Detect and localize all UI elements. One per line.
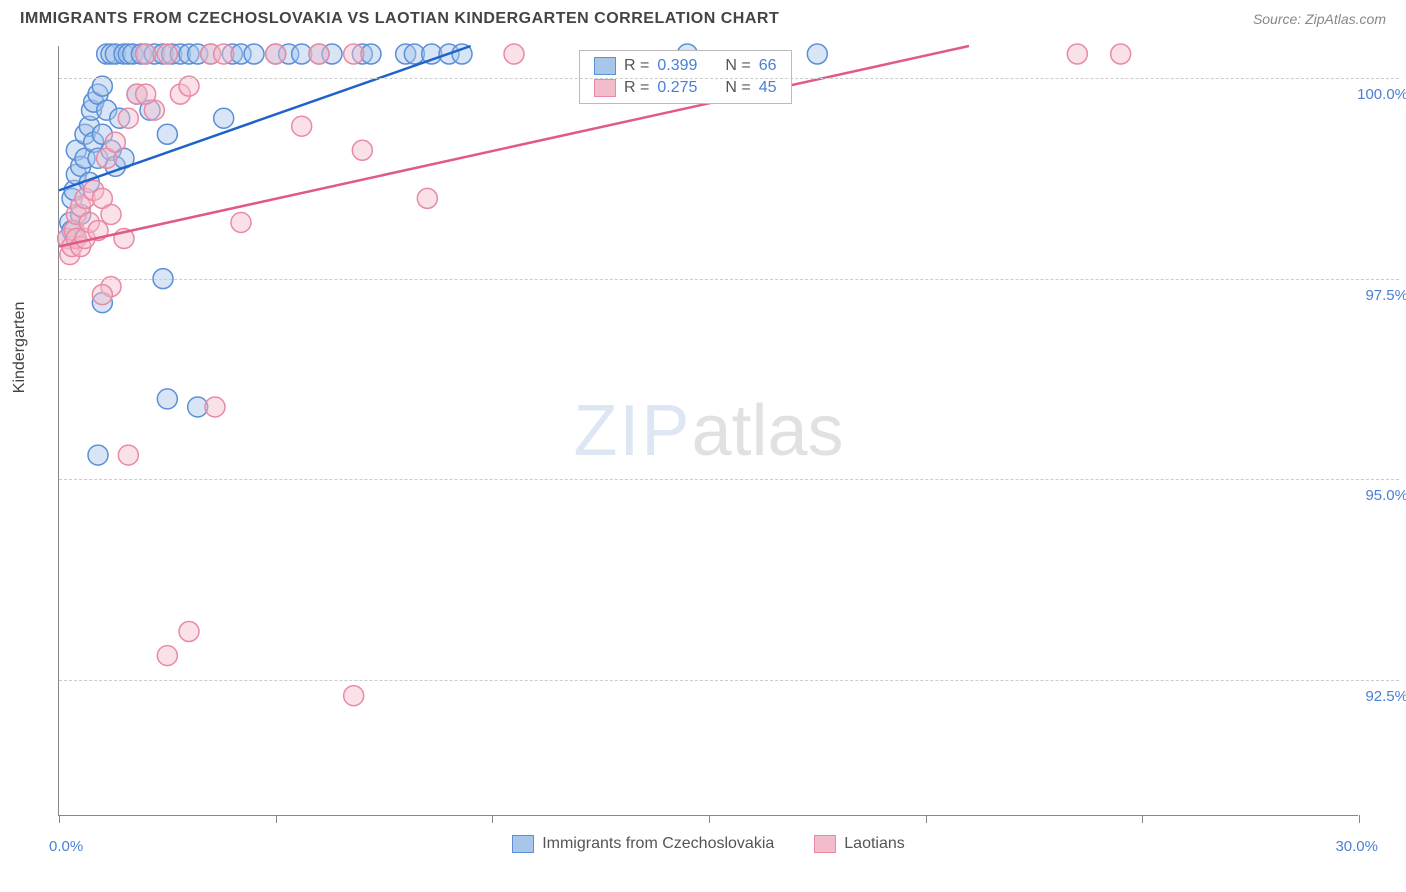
- data-point: [88, 445, 108, 465]
- n-value: 66: [759, 57, 777, 75]
- chart-plot-area: ZIPatlas R =0.399N =66R =0.275N =45 Immi…: [58, 46, 1358, 816]
- data-point: [807, 44, 827, 64]
- correlation-box: R = 0.399 N = 66 R = 0.275 N = 45: [579, 50, 792, 104]
- x-tick: [492, 815, 493, 823]
- data-point: [157, 44, 177, 64]
- x-tick: [59, 815, 60, 823]
- data-point: [344, 44, 364, 64]
- data-point: [179, 622, 199, 642]
- data-point: [118, 108, 138, 128]
- gridline: [59, 680, 1399, 681]
- n-value: 45: [759, 79, 777, 97]
- series-swatch-icon: [594, 79, 616, 97]
- r-label: R =: [624, 79, 649, 97]
- legend-label: Immigrants from Czechoslovakia: [542, 835, 774, 853]
- data-point: [266, 44, 286, 64]
- gridline: [59, 78, 1399, 79]
- legend-swatch-icon: [512, 835, 534, 853]
- data-point: [101, 204, 121, 224]
- legend-swatch-icon: [814, 835, 836, 853]
- data-point: [136, 84, 156, 104]
- x-axis-max-label: 30.0%: [1335, 838, 1378, 855]
- correlation-row: R = 0.399 N = 66: [594, 57, 777, 75]
- data-point: [231, 212, 251, 232]
- data-point: [157, 124, 177, 144]
- data-point: [214, 44, 234, 64]
- y-tick-label: 97.5%: [1348, 287, 1406, 304]
- y-tick-label: 95.0%: [1348, 487, 1406, 504]
- data-point: [504, 44, 524, 64]
- data-point: [352, 140, 372, 160]
- data-point: [118, 445, 138, 465]
- correlation-row: R = 0.275 N = 45: [594, 79, 777, 97]
- data-point: [92, 285, 112, 305]
- data-point: [157, 389, 177, 409]
- r-value: 0.399: [657, 57, 697, 75]
- data-point: [136, 44, 156, 64]
- legend-item-series-a: Immigrants from Czechoslovakia: [512, 835, 774, 853]
- data-point: [205, 397, 225, 417]
- trend-line: [59, 46, 969, 247]
- x-tick: [709, 815, 710, 823]
- data-point: [417, 188, 437, 208]
- x-tick: [276, 815, 277, 823]
- data-point: [309, 44, 329, 64]
- header: IMMIGRANTS FROM CZECHOSLOVAKIA VS LAOTIA…: [0, 0, 1406, 34]
- data-point: [179, 76, 199, 96]
- data-point: [1067, 44, 1087, 64]
- source-label: Source: ZipAtlas.com: [1253, 11, 1386, 27]
- legend-label: Laotians: [844, 835, 905, 853]
- legend-item-series-b: Laotians: [814, 835, 905, 853]
- data-point: [214, 108, 234, 128]
- x-axis-min-label: 0.0%: [49, 838, 83, 855]
- gridline: [59, 479, 1399, 480]
- legend: Immigrants from Czechoslovakia Laotians: [59, 835, 1358, 853]
- y-tick-label: 92.5%: [1348, 688, 1406, 705]
- x-tick: [1359, 815, 1360, 823]
- data-point: [292, 116, 312, 136]
- data-point: [92, 76, 112, 96]
- n-label: N =: [725, 79, 750, 97]
- gridline: [59, 279, 1399, 280]
- x-tick: [1142, 815, 1143, 823]
- scatter-plot-svg: [59, 46, 1358, 815]
- r-value: 0.275: [657, 79, 697, 97]
- y-axis-title: Kindergarten: [11, 302, 29, 394]
- series-swatch-icon: [594, 57, 616, 75]
- n-label: N =: [725, 57, 750, 75]
- data-point: [1111, 44, 1131, 64]
- x-tick: [926, 815, 927, 823]
- chart-title: IMMIGRANTS FROM CZECHOSLOVAKIA VS LAOTIA…: [20, 10, 779, 28]
- data-point: [244, 44, 264, 64]
- data-point: [105, 132, 125, 152]
- data-point: [344, 686, 364, 706]
- data-point: [157, 646, 177, 666]
- y-tick-label: 100.0%: [1348, 86, 1406, 103]
- r-label: R =: [624, 57, 649, 75]
